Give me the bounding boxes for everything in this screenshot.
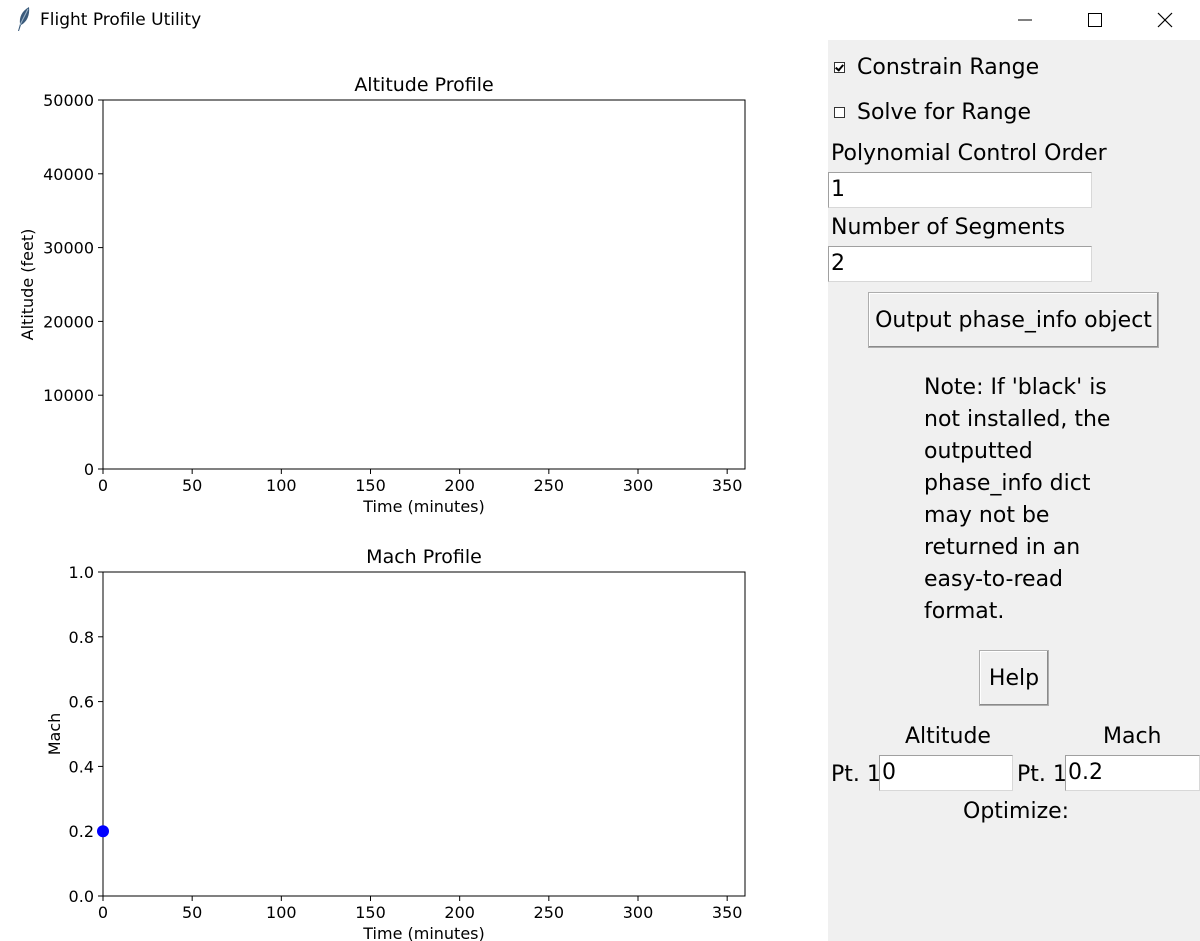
maximize-icon [1088,13,1102,27]
mach-x-axis-label: Time (minutes) [362,924,485,941]
plot-area: Altitude Profile 0 50 100 150 200 250 300 350 0 10… [0,40,828,941]
mach-x-tick-label: 300 [623,903,654,922]
altitude-plot-frame [102,99,746,470]
mach-y-tick-label: 0.6 [69,693,94,712]
mach-y-axis-label: Mach [45,713,64,756]
control-panel: Constrain Range Solve for Range Polynomi… [828,40,1200,941]
close-icon [1157,12,1173,28]
charts-canvas: Altitude Profile 0 50 100 150 200 250 300 350 0 10… [18,74,746,941]
mach-chart-title: Mach Profile [366,546,482,568]
mach-x-tick-label: 100 [266,903,297,922]
minimize-icon [1018,19,1032,21]
minimize-button[interactable] [990,0,1060,40]
solve-for-range-checkbox[interactable]: Solve for Range [834,97,1031,127]
altitude-y-tick-label: 20000 [43,312,94,331]
black-note: Note: If 'black' is not installed, the o… [924,375,1111,624]
mach-column-header: Mach [1103,724,1162,749]
altitude-y-tick-label: 30000 [43,239,94,258]
altitude-y-tick-label: 0 [84,460,94,479]
maximize-button[interactable] [1060,0,1130,40]
title-bar: Flight Profile Utility [0,0,1200,40]
altitude-x-tick-label: 100 [266,476,297,495]
altitude-y-tick-label: 40000 [43,165,94,184]
mach-x-tick-label: 200 [444,903,475,922]
altitude-x-tick-label: 350 [712,476,743,495]
altitude-y-tick-label: 50000 [43,91,94,110]
altitude-y-tick-label: 10000 [43,386,94,405]
close-button[interactable] [1130,0,1200,40]
feather-icon [14,6,34,32]
altitude-chart-title: Altitude Profile [354,74,493,96]
altitude-column-header: Altitude [905,724,991,749]
constrain-range-label: Constrain Range [857,54,1040,80]
mach-y-tick-label: 1.0 [69,563,94,582]
pt1-mach-input[interactable]: 0.2 [1065,755,1200,791]
altitude-x-tick-label: 250 [534,476,565,495]
mach-data-point [97,825,109,838]
solve-for-range-label: Solve for Range [857,99,1032,125]
mach-y-tick-label: 0.8 [69,628,94,647]
polynomial-order-input[interactable]: 1 [828,172,1092,208]
solve-for-range-box[interactable] [834,106,845,118]
altitude-x-tick-label: 200 [444,476,475,495]
mach-plot-frame [102,571,746,897]
constrain-range-checkbox[interactable]: Constrain Range [834,52,1039,82]
num-segments-input[interactable]: 2 [828,246,1092,282]
mach-x-tick-label: 50 [182,903,202,922]
mach-y-tick-label: 0.4 [69,757,94,776]
altitude-x-tick-label: 0 [98,476,108,495]
polynomial-order-label: Polynomial Control Order [831,141,1107,166]
help-button[interactable]: Help [979,650,1049,706]
output-phase-info-button[interactable]: Output phase_info object [868,292,1159,348]
optimize-label: Optimize: [963,799,1070,824]
constrain-range-box[interactable] [834,61,845,73]
window-title: Flight Profile Utility [40,10,202,30]
altitude-y-axis-label: Altitude (feet) [18,229,37,341]
mach-x-tick-label: 350 [712,903,743,922]
mach-y-tick-label: 0.0 [69,887,94,906]
altitude-x-tick-label: 300 [623,476,654,495]
mach-x-tick-label: 250 [534,903,565,922]
altitude-x-tick-label: 50 [182,476,202,495]
pt1-mach-label: Pt. 1 [1017,762,1067,787]
mach-x-tick-label: 150 [355,903,386,922]
altitude-x-axis-label: Time (minutes) [362,497,485,516]
pt1-altitude-input[interactable]: 0 [879,755,1013,791]
num-segments-label: Number of Segments [831,215,1066,240]
mach-y-tick-label: 0.2 [69,822,94,841]
pt1-altitude-label: Pt. 1 [831,762,881,787]
altitude-x-tick-label: 150 [355,476,386,495]
mach-x-tick-label: 0 [98,903,108,922]
